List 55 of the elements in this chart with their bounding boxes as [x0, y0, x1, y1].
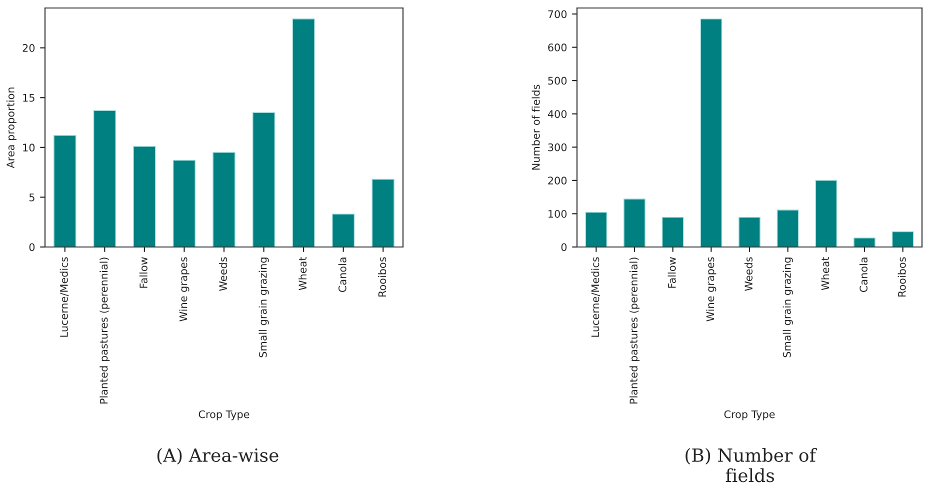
y-tick-label: 200 — [548, 176, 567, 185]
x-tick-label: Small grain grazing — [782, 258, 793, 358]
y-tick-label: 400 — [548, 110, 567, 118]
x-axis-title: Crop Type — [198, 410, 250, 420]
bar — [624, 198, 646, 247]
x-tick-label: Wine grapes — [179, 257, 190, 322]
y-tick-label: 0 — [561, 243, 567, 252]
bar — [252, 112, 276, 247]
y-tick-label: 600 — [548, 44, 567, 52]
x-tick-label: Canola — [338, 258, 346, 292]
y-axis-title: Area proportion — [6, 88, 16, 168]
x-tick-label: Weeds — [744, 257, 753, 291]
bar — [700, 18, 722, 247]
x-tick-label: Rooibos — [378, 257, 386, 297]
y-axis-title: Number of fields — [532, 84, 540, 170]
y-tick-label: 500 — [548, 76, 567, 85]
x-tick-label: Wine grapes — [706, 257, 716, 322]
y-tick-label: 0 — [29, 243, 35, 252]
x-tick-label: Wheat — [821, 256, 830, 290]
bar — [815, 180, 838, 247]
x-tick-label: Fallow — [668, 257, 676, 288]
bar — [133, 146, 156, 247]
x-tick-label: Planted pastures (perennial) — [629, 258, 640, 404]
bar — [662, 216, 684, 247]
x-tick-label: Weeds — [218, 257, 228, 291]
y-tick-label: 20 — [22, 44, 35, 52]
x-axis-title: Crop Type — [724, 410, 775, 420]
bar — [292, 18, 315, 247]
x-tick-label: Fallow — [139, 257, 148, 288]
x-tick-label: Lucerne/Medics — [60, 257, 69, 337]
y-tick-label: 10 — [23, 144, 35, 152]
bar — [172, 160, 196, 247]
bar — [93, 110, 116, 247]
x-tick-label: Planted pastures (perennial) — [100, 258, 110, 404]
y-tick-label: 100 — [548, 210, 567, 218]
y-tick-label: 5 — [29, 194, 34, 202]
x-tick-label: Small grain grazing — [258, 258, 269, 358]
bar — [738, 216, 760, 247]
bar — [332, 214, 355, 247]
y-tick-label: 700 — [548, 10, 567, 18]
bar — [372, 178, 394, 247]
bar — [776, 210, 799, 247]
x-tick-label: Canola — [859, 258, 868, 292]
bar — [212, 152, 236, 247]
y-tick-label: 300 — [548, 143, 567, 152]
bar — [892, 231, 914, 247]
x-tick-label: Rooibos — [898, 257, 906, 297]
text: (B) Number of fields — [686, 448, 818, 482]
bar — [854, 238, 876, 247]
x-tick-label: Lucerne/Medics — [591, 257, 600, 337]
bar — [54, 135, 76, 247]
text: (A) Area-wise — [157, 448, 278, 465]
bar — [585, 212, 608, 247]
y-tick-label: 15 — [23, 94, 34, 102]
x-tick-label: Wheat — [298, 256, 307, 290]
